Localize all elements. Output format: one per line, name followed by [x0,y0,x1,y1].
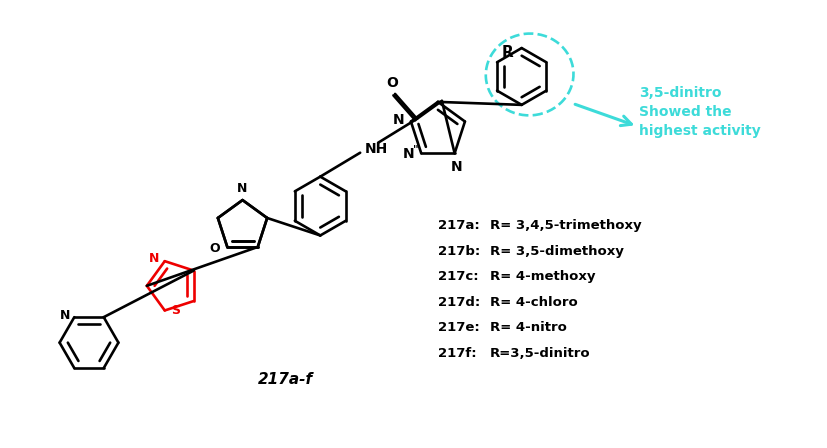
Text: S: S [170,304,179,317]
Text: N: N [403,147,414,161]
Text: N: N [60,309,70,322]
Text: R= 3,4,5-trimethoxy: R= 3,4,5-trimethoxy [490,220,642,233]
Text: O: O [210,242,220,255]
Text: N: N [451,160,462,174]
Text: 217a-f: 217a-f [258,372,313,387]
Text: R= 4-methoxy: R= 4-methoxy [490,270,595,283]
Text: N: N [148,252,159,265]
Text: 217c:: 217c: [438,270,479,283]
Text: N: N [237,182,248,195]
Text: R=3,5-dinitro: R=3,5-dinitro [490,347,590,360]
Text: 217d:: 217d: [438,296,480,309]
Text: Showed the: Showed the [639,105,732,119]
Text: 217e:: 217e: [438,321,480,334]
Text: R= 4-nitro: R= 4-nitro [490,321,566,334]
Text: 217a:: 217a: [438,220,480,233]
Text: 217b:: 217b: [438,245,480,258]
Text: O: O [386,76,398,90]
Text: R= 3,5-dimethoxy: R= 3,5-dimethoxy [490,245,624,258]
Text: R: R [501,45,513,60]
Text: N: N [392,112,404,126]
Text: ": " [413,144,418,154]
Text: NH: NH [366,142,389,156]
Text: 3,5-dinitro: 3,5-dinitro [639,86,722,100]
Text: 217f:: 217f: [438,347,476,360]
Text: highest activity: highest activity [639,124,761,138]
Text: R= 4-chloro: R= 4-chloro [490,296,577,309]
